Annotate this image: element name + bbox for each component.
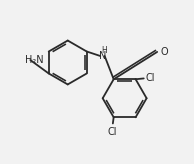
Text: H: H	[101, 46, 107, 55]
Text: Cl: Cl	[107, 127, 117, 137]
Text: O: O	[160, 47, 168, 57]
Text: Cl: Cl	[145, 73, 155, 83]
Text: H₂N: H₂N	[25, 55, 43, 65]
Text: N: N	[99, 51, 106, 61]
